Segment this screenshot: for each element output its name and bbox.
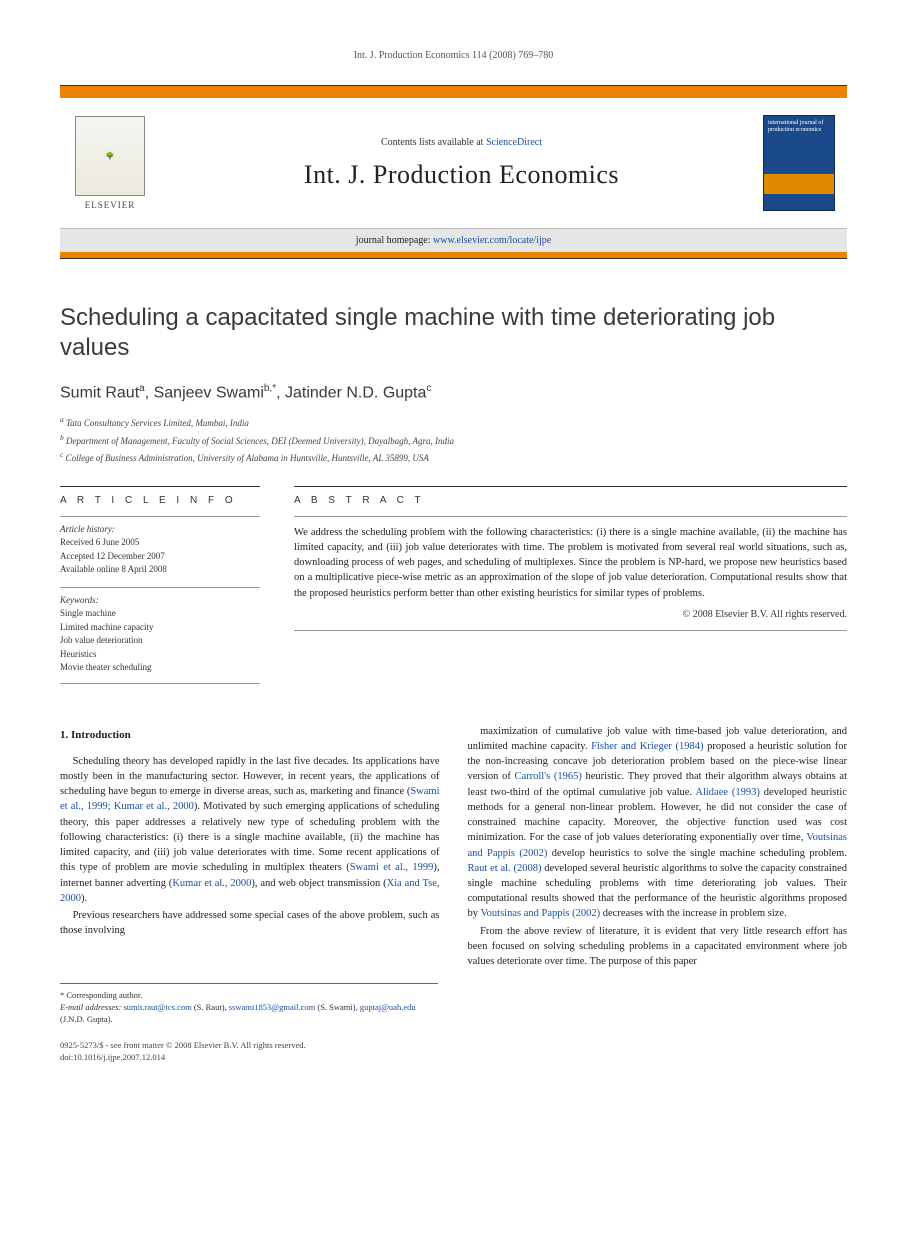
author-1-marker: a — [139, 383, 145, 394]
p3-e: develop heuristics to solve the single m… — [547, 848, 847, 859]
cite-raut-2008[interactable]: Raut et al. (2008) — [468, 863, 542, 874]
aff-marker-a: a — [60, 415, 64, 424]
doi-line: doi:10.1016/j.ijpe.2007.12.014 — [60, 1052, 847, 1064]
history-received: Received 6 June 2005 — [60, 536, 260, 550]
keywords-label: Keywords: — [60, 594, 260, 608]
cover-band — [764, 174, 834, 194]
author-2-marker: b,* — [264, 383, 276, 394]
masthead-bottom-bar — [60, 252, 847, 258]
cover-title: international journal of production econ… — [768, 120, 830, 133]
article-title: Scheduling a capacitated single machine … — [60, 303, 847, 363]
affiliation-a: a Tata Consultancy Services Limited, Mum… — [60, 414, 847, 431]
author-3-marker: c — [426, 383, 431, 394]
sciencedirect-link[interactable]: ScienceDirect — [486, 137, 542, 148]
publisher-name: ELSEVIER — [85, 200, 136, 210]
keyword-2: Limited machine capacity — [60, 621, 260, 635]
para-1: Scheduling theory has developed rapidly … — [60, 754, 440, 906]
publisher-logo: 🌳 ELSEVIER — [60, 98, 160, 228]
journal-name: Int. J. Production Economics — [304, 160, 619, 190]
running-head: Int. J. Production Economics 114 (2008) … — [60, 50, 847, 61]
affiliation-b: b Department of Management, Faculty of S… — [60, 432, 847, 449]
keyword-5: Movie theater scheduling — [60, 661, 260, 675]
abstract-label: A B S T R A C T — [294, 486, 847, 506]
email-swami-who: (S. Swami) — [317, 1002, 355, 1012]
contents-prefix: Contents lists available at — [381, 137, 486, 148]
affiliations: a Tata Consultancy Services Limited, Mum… — [60, 414, 847, 466]
p3-g: decreases with the increase in problem s… — [600, 908, 787, 919]
journal-masthead: 🌳 ELSEVIER Contents lists available at S… — [60, 85, 847, 259]
history-accepted: Accepted 12 December 2007 — [60, 550, 260, 564]
cite-voutsinas-pappis-2002b[interactable]: Voutsinas and Pappis (2002) — [480, 908, 600, 919]
email-gupta-who: (J.N.D. Gupta) — [60, 1014, 111, 1024]
cite-alidaee-1993[interactable]: Alidaee (1993) — [695, 787, 760, 798]
elsevier-tree-icon: 🌳 — [75, 116, 145, 196]
para-4: From the above review of literature, it … — [468, 924, 848, 970]
homepage-link[interactable]: www.elsevier.com/locate/ijpe — [433, 235, 551, 246]
abstract-copyright: © 2008 Elsevier B.V. All rights reserved… — [294, 609, 847, 631]
email-raut-who: (S. Raut) — [194, 1002, 225, 1012]
aff-marker-b: b — [60, 433, 64, 442]
author-1: Sumit Raut — [60, 384, 139, 401]
cite-kumar-2000[interactable]: Kumar et al., 2000 — [172, 878, 251, 889]
masthead-body: 🌳 ELSEVIER Contents lists available at S… — [60, 98, 847, 228]
article-info: A R T I C L E I N F O Article history: R… — [60, 486, 260, 694]
aff-marker-c: c — [60, 450, 63, 459]
keyword-4: Heuristics — [60, 648, 260, 662]
homepage-prefix: journal homepage: — [356, 235, 433, 246]
p1-a: Scheduling theory has developed rapidly … — [60, 756, 440, 797]
info-abstract-row: A R T I C L E I N F O Article history: R… — [60, 486, 847, 694]
email-label: E-mail addresses: — [60, 1002, 121, 1012]
masthead-top-bar — [60, 86, 847, 98]
masthead-center: Contents lists available at ScienceDirec… — [160, 98, 763, 228]
article-body: 1. Introduction Scheduling theory has de… — [60, 724, 847, 970]
email-addresses: E-mail addresses: sumit.raut@tcs.com (S.… — [60, 1002, 438, 1026]
article-history: Article history: Received 6 June 2005 Ac… — [60, 516, 260, 577]
footnotes: * Corresponding author. E-mail addresses… — [60, 983, 438, 1026]
keywords-block: Keywords: Single machine Limited machine… — [60, 587, 260, 684]
p1-e: ). — [81, 893, 87, 904]
footer-meta: 0925-5273/$ - see front matter © 2008 El… — [60, 1040, 847, 1064]
cover-box: international journal of production econ… — [763, 115, 835, 211]
email-raut[interactable]: sumit.raut@tcs.com — [123, 1002, 191, 1012]
cite-swami-1999[interactable]: Swami et al., 1999 — [350, 862, 434, 873]
p1-d: ), and web object transmission ( — [251, 878, 386, 889]
aff-text-a: Tata Consultancy Services Limited, Mumba… — [66, 418, 249, 428]
author-3: Jatinder N.D. Gupta — [285, 384, 426, 401]
email-gupta[interactable]: guptaj@uah.edu — [360, 1002, 416, 1012]
section-1-heading: 1. Introduction — [60, 728, 440, 744]
journal-homepage-line: journal homepage: www.elsevier.com/locat… — [60, 228, 847, 252]
journal-cover-thumb: international journal of production econ… — [763, 106, 841, 220]
para-3: maximization of cumulative job value wit… — [468, 724, 848, 922]
abstract-text: We address the scheduling problem with t… — [294, 516, 847, 601]
contents-available-line: Contents lists available at ScienceDirec… — [381, 137, 542, 148]
corresponding-author-note: * Corresponding author. — [60, 990, 438, 1002]
email-swami[interactable]: sswami1853@gmail.com — [229, 1002, 315, 1012]
history-online: Available online 8 April 2008 — [60, 563, 260, 577]
article-info-label: A R T I C L E I N F O — [60, 486, 260, 506]
history-label: Article history: — [60, 523, 260, 537]
affiliation-c: c College of Business Administration, Un… — [60, 449, 847, 466]
para-2: Previous researchers have addressed some… — [60, 908, 440, 938]
author-list: Sumit Rauta, Sanjeev Swamib,*, Jatinder … — [60, 383, 847, 402]
author-2: Sanjeev Swami — [154, 384, 264, 401]
aff-text-b: Department of Management, Faculty of Soc… — [66, 436, 454, 446]
cite-fisher-krieger[interactable]: Fisher and Krieger (1984) — [591, 741, 703, 752]
aff-text-c: College of Business Administration, Univ… — [66, 453, 429, 463]
keyword-1: Single machine — [60, 607, 260, 621]
cite-carroll-1965[interactable]: Carroll's (1965) — [514, 771, 581, 782]
keyword-3: Job value deterioration — [60, 634, 260, 648]
abstract: A B S T R A C T We address the schedulin… — [294, 486, 847, 694]
page: Int. J. Production Economics 114 (2008) … — [0, 0, 907, 1104]
issn-copyright-line: 0925-5273/$ - see front matter © 2008 El… — [60, 1040, 847, 1052]
